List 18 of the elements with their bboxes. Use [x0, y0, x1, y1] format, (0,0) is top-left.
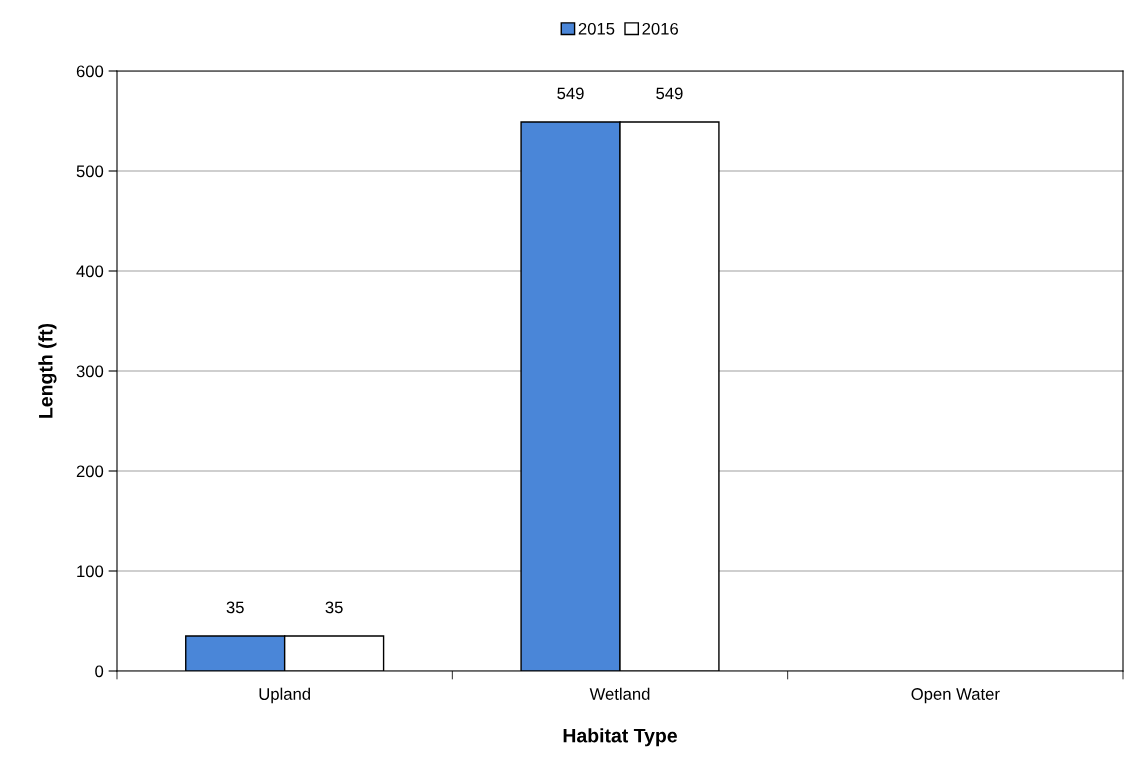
legend-label: 2016 [642, 22, 679, 35]
y-tick-label: 500 [76, 165, 104, 178]
y-tick-label: 200 [76, 465, 104, 478]
y-tick-label: 300 [76, 365, 104, 378]
x-tick-label: Open Water [911, 688, 1000, 704]
y-tick-label: 0 [95, 665, 104, 678]
data-label: 35 [325, 601, 343, 614]
y-tick-label: 400 [76, 265, 104, 278]
y-tick-label: 100 [77, 565, 104, 578]
y-tick-label: 600 [76, 65, 104, 78]
x-axis-title: Habitat Type [563, 728, 677, 747]
x-tick-label: Upland [259, 687, 310, 704]
data-label: 35 [226, 601, 244, 614]
data-label: 549 [656, 87, 683, 100]
legend-label: 2015 [578, 22, 615, 35]
y-axis-title: Length (ft) [38, 323, 57, 418]
x-tick-label: Wetland [589, 687, 650, 700]
data-label: 549 [557, 87, 584, 100]
